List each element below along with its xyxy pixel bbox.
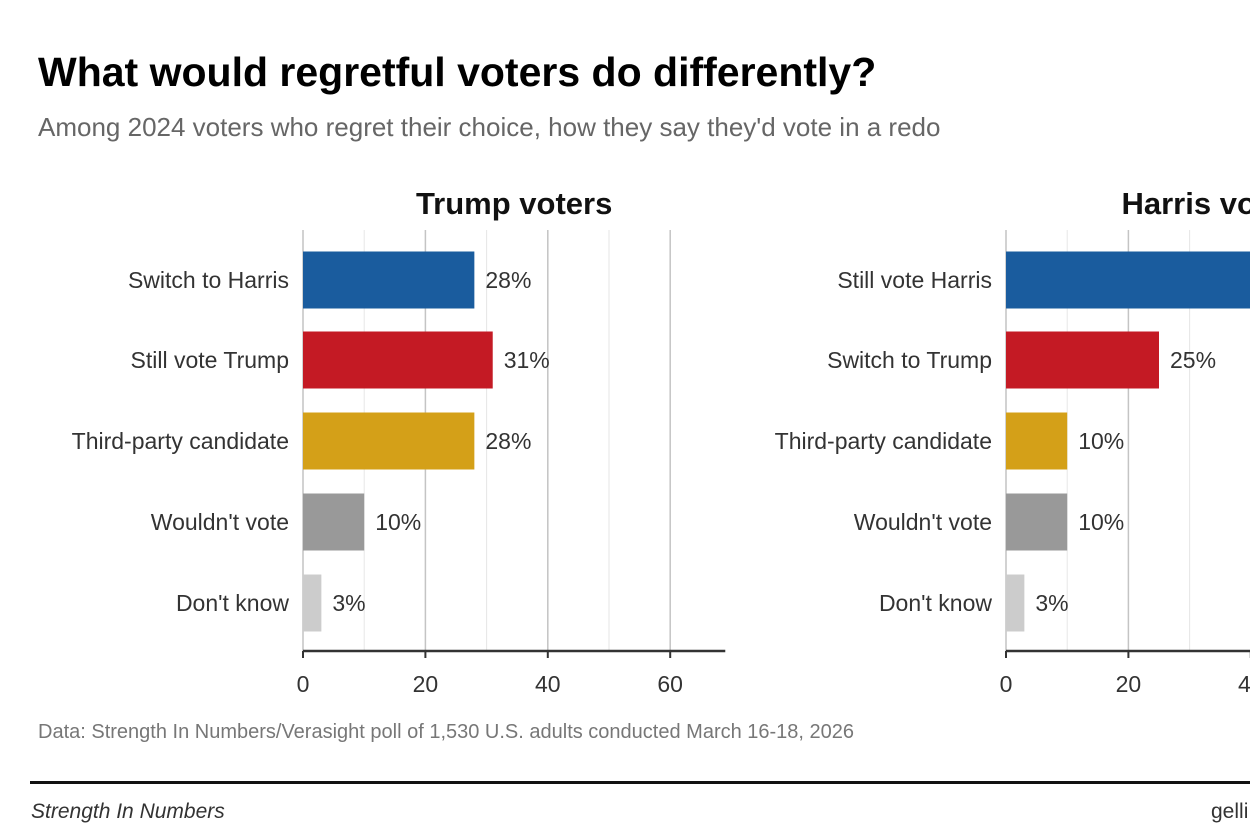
category-label: Wouldn't vote: [854, 509, 992, 535]
value-label: 25%: [1170, 347, 1216, 373]
bar: [1006, 493, 1068, 551]
footer-brand: Strength In Numbers: [31, 800, 225, 823]
category-label: Don't know: [879, 590, 992, 616]
bar: [303, 251, 475, 309]
category-label: Wouldn't vote: [151, 509, 289, 535]
bar: [303, 493, 365, 551]
value-label: 10%: [1078, 428, 1124, 454]
bar: [1006, 412, 1068, 470]
category-label: Don't know: [176, 590, 289, 616]
category-label: Third-party candidate: [72, 428, 289, 454]
bar: [303, 574, 322, 632]
value-label: 3%: [1035, 590, 1068, 616]
category-label: Third-party candidate: [775, 428, 992, 454]
footer-rule: [30, 781, 1250, 784]
x-tick-label: 60: [657, 671, 683, 697]
value-label: 28%: [485, 267, 531, 293]
category-label: Still vote Trump: [131, 347, 290, 373]
panel-trump: Trump voters Switch to Harris 28% Still vot…: [72, 186, 726, 697]
bar: [303, 331, 493, 389]
bar: [1006, 251, 1250, 309]
panel-harris: Harris voters Still vote Harris Switch to …: [775, 186, 1250, 697]
x-tick-label: 0: [1000, 671, 1013, 697]
x-tick-label: 0: [297, 671, 310, 697]
panel-title: Trump voters: [416, 186, 612, 221]
x-tick-label: 40: [1238, 671, 1250, 697]
value-label: 3%: [332, 590, 365, 616]
x-tick-label: 20: [413, 671, 439, 697]
chart-title: What would regretful voters do different…: [38, 49, 876, 95]
bar: [1006, 574, 1025, 632]
x-tick-label: 40: [535, 671, 561, 697]
category-label: Still vote Harris: [837, 267, 992, 293]
chart-subtitle: Among 2024 voters who regret their choic…: [38, 112, 940, 142]
value-label: 28%: [485, 428, 531, 454]
bar: [1006, 331, 1159, 389]
bar: [303, 412, 475, 470]
value-label: 10%: [1078, 509, 1124, 535]
value-label: 10%: [375, 509, 421, 535]
footer-site: gelli: [1211, 800, 1248, 823]
value-label: 31%: [504, 347, 550, 373]
category-label: Switch to Trump: [827, 347, 992, 373]
source-note: Data: Strength In Numbers/Verasight poll…: [38, 721, 854, 743]
x-tick-label: 20: [1116, 671, 1142, 697]
panel-title: Harris voters: [1121, 186, 1250, 221]
category-label: Switch to Harris: [128, 267, 289, 293]
